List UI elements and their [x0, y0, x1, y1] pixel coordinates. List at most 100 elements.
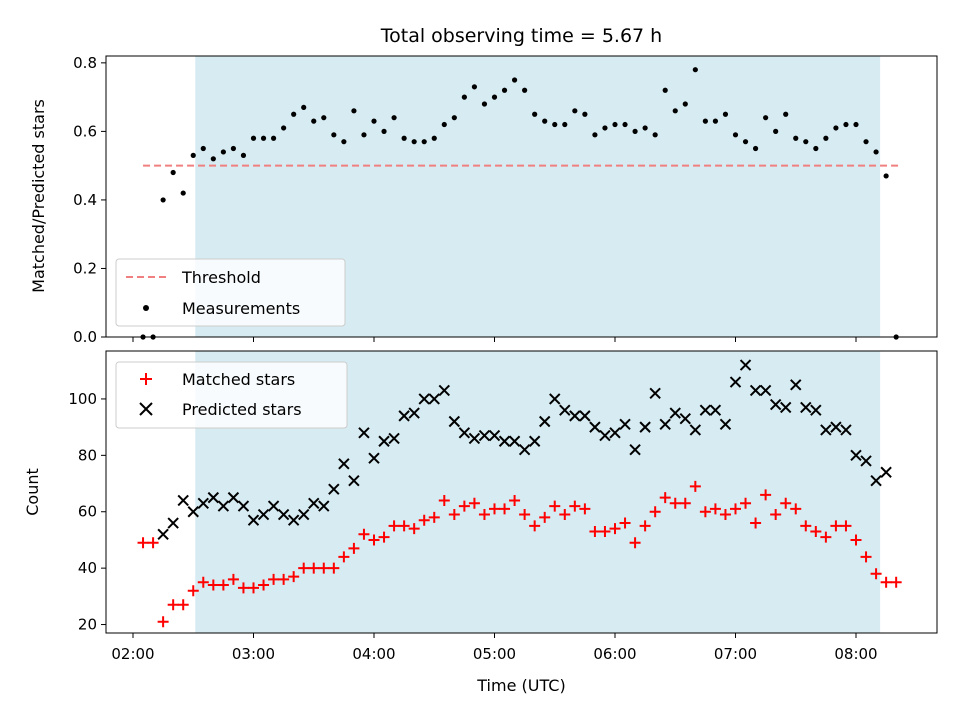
- predicted-star-point: [739, 359, 752, 371]
- measurement-point: [662, 87, 668, 93]
- predicted-star-point: [217, 500, 230, 512]
- matched-star-point: [458, 500, 470, 512]
- matched-star-point: [549, 500, 561, 512]
- measurement-point: [220, 149, 226, 155]
- predicted-star-point: [518, 443, 531, 456]
- measurement-point: [572, 108, 578, 114]
- predicted-star-point: [207, 491, 220, 504]
- measurement-point: [511, 77, 518, 83]
- matched-star-point: [719, 509, 731, 521]
- bottom-x-tick-label: 02:00: [111, 645, 154, 663]
- matched-star-point: [519, 509, 531, 521]
- predicted-star-point: [880, 466, 892, 478]
- matched-star-point: [358, 528, 370, 540]
- matched-star-point: [378, 531, 390, 543]
- matched-star-point: [579, 503, 591, 515]
- top-y-tick-label: 0.6: [73, 122, 97, 140]
- measurement-point: [180, 190, 186, 196]
- measurement-point: [612, 121, 618, 128]
- bottom-y-tick-label: 80: [78, 446, 97, 464]
- predicted-star-point: [850, 449, 862, 462]
- top-y-tick-label: 0.0: [73, 328, 97, 346]
- measurement-point: [250, 135, 257, 141]
- matched-star-point: [750, 517, 762, 529]
- bottom-x-tick-label: 07:00: [714, 645, 757, 663]
- matched-star-point: [589, 525, 601, 537]
- measurement-point: [361, 132, 367, 138]
- bottom-y-tick-label: 20: [78, 616, 97, 634]
- matched-star-point: [147, 537, 159, 549]
- matched-star-point: [278, 573, 290, 585]
- matched-star-point: [740, 497, 752, 509]
- measurement-point: [281, 125, 287, 131]
- measurement-point: [190, 152, 196, 158]
- measurement-point: [522, 87, 528, 93]
- measurement-point: [672, 108, 678, 114]
- predicted-star-point: [749, 384, 762, 397]
- measurement-point: [833, 125, 839, 131]
- matched-star-point: [880, 576, 892, 588]
- measurement-point: [431, 135, 437, 141]
- matched-star-point: [509, 494, 521, 506]
- matched-star-point: [890, 576, 902, 588]
- predicted-star-point: [840, 424, 852, 436]
- predicted-star-point: [498, 435, 511, 447]
- matched-star-point: [810, 525, 822, 537]
- top-y-axis-label: Matched/Predicted stars: [29, 99, 48, 293]
- bottom-y-axis-label: Count: [23, 468, 42, 516]
- predicted-star-point: [318, 500, 330, 512]
- predicted-star-point: [790, 379, 802, 391]
- predicted-star-point: [759, 384, 772, 397]
- measurement-point: [722, 111, 729, 117]
- matched-star-point: [137, 537, 149, 549]
- measurement-point: [732, 132, 739, 138]
- predicted-star-point: [408, 407, 420, 419]
- predicted-star-point: [769, 398, 782, 411]
- matched-star-point: [679, 497, 691, 509]
- measurement-point: [542, 118, 548, 124]
- matched-star-point: [478, 509, 490, 521]
- measurement-point: [692, 67, 698, 73]
- matched-star-point: [639, 520, 651, 532]
- predicted-star-point: [177, 494, 189, 507]
- top-legend-box: [115, 258, 346, 327]
- predicted-star-point: [197, 497, 209, 509]
- matched-star-point: [207, 579, 219, 591]
- matched-star-point: [288, 571, 300, 583]
- predicted-star-point: [287, 514, 300, 526]
- predicted-star-point: [458, 427, 471, 439]
- matched-star-point: [338, 551, 350, 563]
- measurement-point: [813, 145, 819, 152]
- measurement-point: [843, 121, 849, 128]
- matched-star-point: [388, 520, 400, 532]
- matched-star-point: [559, 509, 571, 521]
- predicted-star-point: [348, 475, 360, 487]
- measurement-point: [501, 87, 508, 93]
- predicted-star-point: [699, 404, 712, 416]
- predicted-star-point: [830, 421, 842, 433]
- matched-legend-swatch: [140, 373, 152, 385]
- predicted-legend-label: Predicted stars: [182, 400, 302, 419]
- predicted-star-point: [358, 427, 370, 439]
- predicted-star-point: [428, 393, 440, 405]
- measurement-point: [853, 121, 859, 128]
- measurement-point: [742, 139, 749, 145]
- predicted-star-point: [468, 432, 481, 445]
- threshold-legend-label: Threshold: [181, 268, 261, 287]
- matched-star-point: [308, 562, 320, 574]
- bottom-y-tick-label: 60: [78, 503, 97, 521]
- predicted-star-point: [569, 410, 581, 422]
- matched-star-point: [669, 497, 681, 509]
- matched-star-point: [709, 503, 721, 515]
- measurement-point: [351, 108, 357, 114]
- predicted-star-point: [539, 415, 551, 428]
- top-y-tick-label: 0.4: [73, 191, 97, 209]
- bottom-y-ticks: 20 40 60 80 100: [68, 390, 106, 634]
- predicted-star-point: [448, 415, 461, 428]
- bottom-marks: [137, 359, 902, 628]
- measurement-point: [260, 135, 267, 141]
- predicted-star-point: [559, 404, 571, 416]
- top-y-tick-label: 0.2: [73, 259, 97, 277]
- measurement-point: [160, 197, 166, 203]
